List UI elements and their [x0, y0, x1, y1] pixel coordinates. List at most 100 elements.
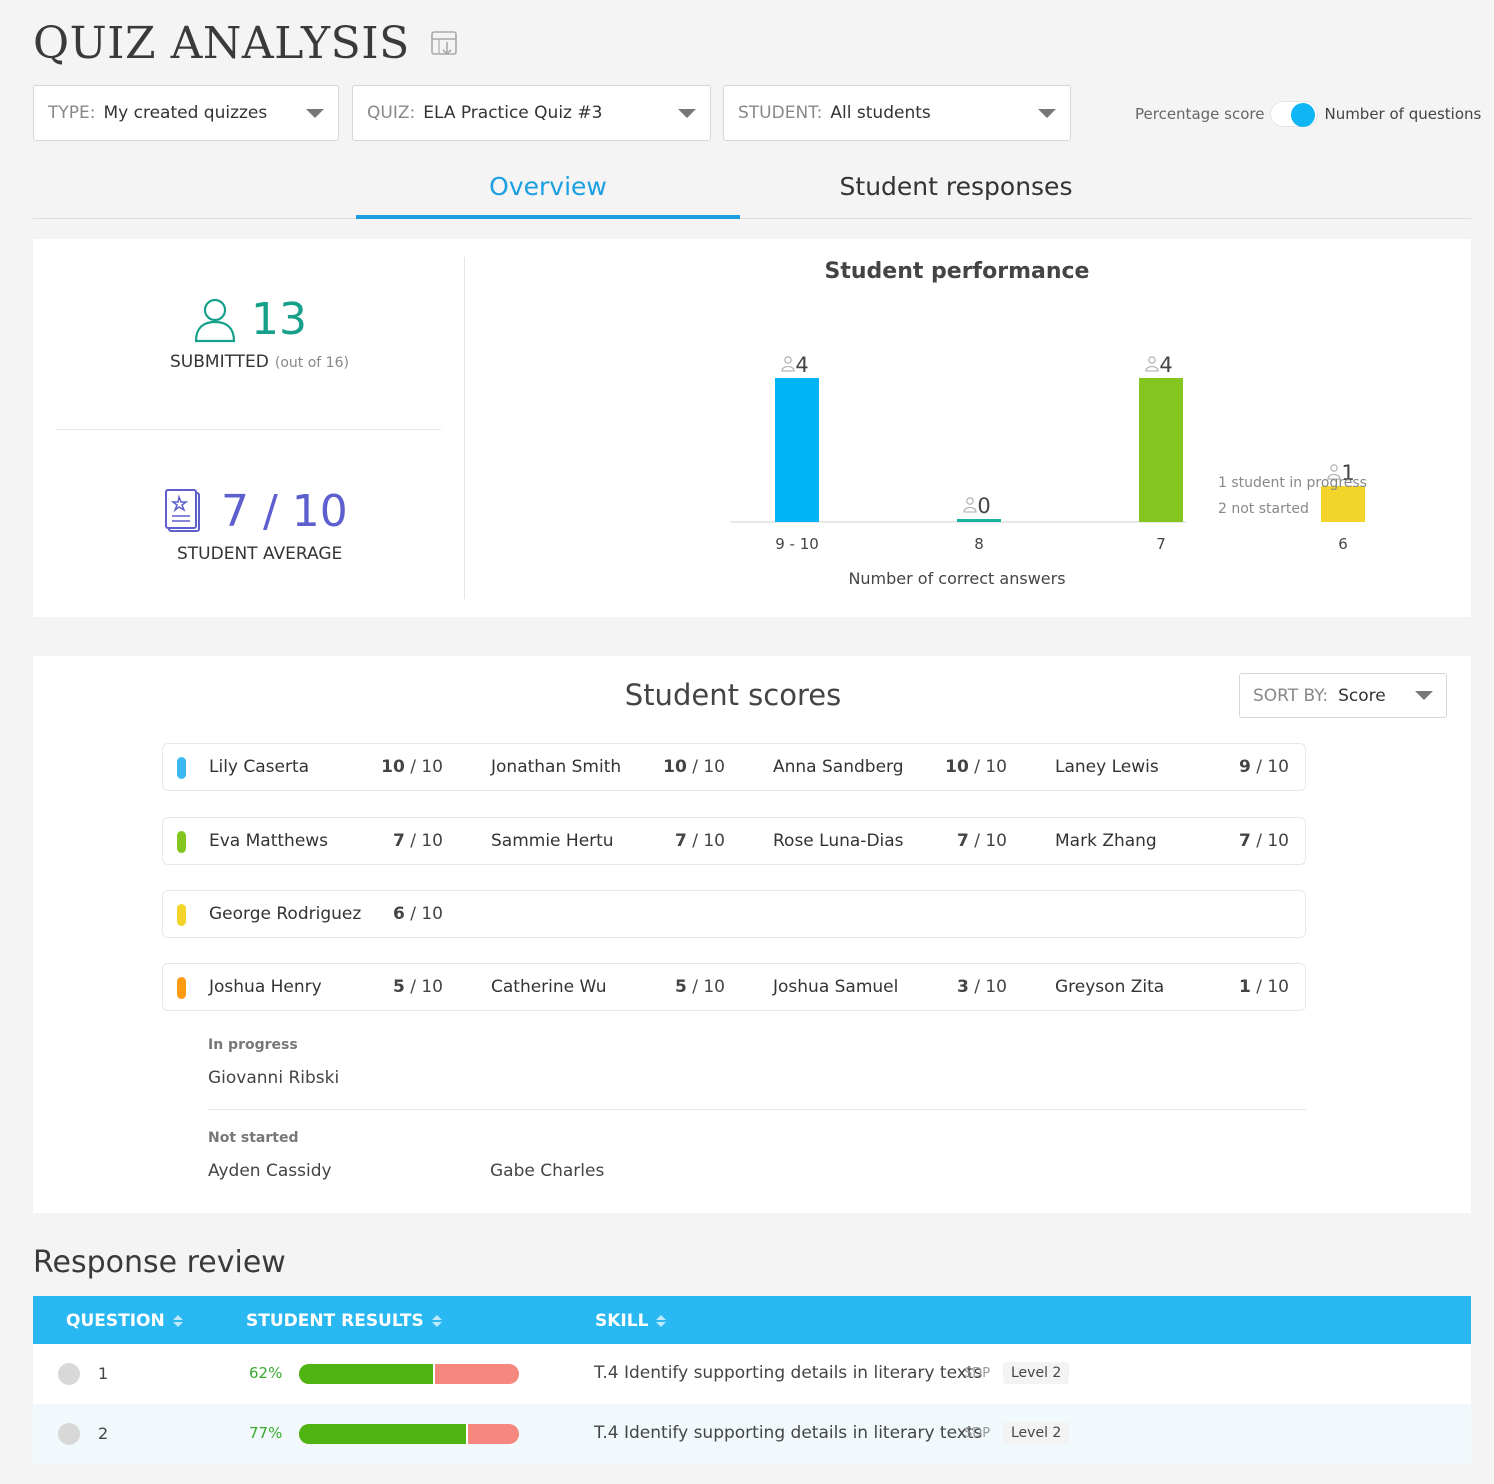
- score-row: Lily Caserta 10 / 10 Jonathan Smith 10 / 10…: [162, 743, 1306, 791]
- student-name[interactable]: Joshua Samuel: [773, 977, 899, 997]
- student-name[interactable]: Joshua Henry: [209, 977, 322, 997]
- student-score: 1 / 10: [1219, 977, 1289, 997]
- type-filter-value: My created quizzes: [103, 103, 268, 123]
- tab-student-responses[interactable]: Student responses: [839, 172, 1073, 201]
- average-label: STUDENT AVERAGE: [177, 544, 343, 564]
- x-axis-label: Number of correct answers: [848, 569, 1065, 588]
- score-total: / 10: [404, 757, 443, 777]
- column-skill[interactable]: SKILL: [595, 1311, 667, 1331]
- score-value: 1: [1238, 977, 1251, 997]
- student-name[interactable]: Lily Caserta: [209, 757, 310, 777]
- student-score: 9 / 10: [1219, 757, 1289, 777]
- column-student-results[interactable]: STUDENT RESULTS: [246, 1311, 442, 1331]
- score-band-color: [177, 831, 186, 853]
- submitted-label-row: SUBMITTED (out of 16): [170, 352, 349, 372]
- student-name[interactable]: Catherine Wu: [491, 977, 607, 997]
- score-row: George Rodriguez 6 / 10: [162, 890, 1306, 938]
- student-name[interactable]: Greyson Zita: [1055, 977, 1165, 997]
- level-badge: Level 2: [1003, 1362, 1070, 1384]
- table-row[interactable]: 2 77% T.4 Identify supporting details in l…: [33, 1404, 1471, 1464]
- type-filter-label: TYPE:: [48, 103, 96, 123]
- question-preview-icon[interactable]: [58, 1363, 80, 1385]
- score-band-color: [177, 757, 186, 779]
- divider: [464, 257, 465, 599]
- review-table-header: QUESTION STUDENT RESULTS SKILL: [33, 1296, 1471, 1344]
- student-name[interactable]: Eva Matthews: [209, 831, 329, 851]
- score-total: / 10: [404, 831, 443, 851]
- bar[interactable]: [1321, 486, 1365, 522]
- chart-title: Student performance: [824, 259, 1090, 284]
- score-value: 7: [392, 831, 405, 851]
- student-filter-dropdown[interactable]: STUDENT: All students: [723, 85, 1071, 141]
- score-mode-switch[interactable]: [1270, 101, 1319, 127]
- title-row: QUIZ ANALYSIS: [33, 18, 460, 69]
- type-filter-dropdown[interactable]: TYPE: My created quizzes: [33, 85, 339, 141]
- question-number: 1: [98, 1364, 109, 1383]
- score-total: / 10: [968, 831, 1007, 851]
- student-name[interactable]: Jonathan Smith: [491, 757, 622, 777]
- score-value: 7: [1238, 831, 1251, 851]
- student-name[interactable]: George Rodriguez: [209, 904, 362, 924]
- chevron-down-icon: [678, 108, 696, 118]
- score-total: / 10: [968, 977, 1007, 997]
- sort-icon: [172, 1315, 183, 1327]
- student-name[interactable]: Laney Lewis: [1055, 757, 1159, 777]
- chevron-down-icon: [1415, 691, 1433, 700]
- student-count-icon: [963, 497, 977, 513]
- sort-icon: [656, 1315, 667, 1327]
- page-title: QUIZ ANALYSIS: [33, 18, 410, 69]
- number-of-questions-label[interactable]: Number of questions: [1324, 105, 1482, 123]
- student-name[interactable]: Rose Luna-Dias: [773, 831, 904, 851]
- average-stat: 7 / 10: [165, 486, 348, 537]
- not-started-student[interactable]: Gabe Charles: [490, 1161, 605, 1181]
- score-row: Eva Matthews 7 / 10 Sammie Hertu 7 / 10 Rose…: [162, 817, 1306, 865]
- quiz-filter-dropdown[interactable]: QUIZ: ELA Practice Quiz #3: [352, 85, 711, 141]
- score-value: 5: [674, 977, 687, 997]
- score-total: / 10: [1250, 977, 1289, 997]
- result-percent: 77%: [249, 1424, 283, 1442]
- not-started-note: 2 not started: [1218, 501, 1309, 517]
- student-icon: [194, 298, 236, 342]
- result-bar-fill: [299, 1424, 469, 1444]
- student-name[interactable]: Sammie Hertu: [491, 831, 614, 851]
- score-band-color: [177, 904, 186, 926]
- not-started-student[interactable]: Ayden Cassidy: [208, 1161, 332, 1181]
- level-badge: Level 2: [1003, 1422, 1070, 1444]
- switch-knob: [1291, 103, 1316, 127]
- bar[interactable]: [775, 378, 819, 522]
- student-performance-chart: 49 - 1008471640 - 5Number of correct ans…: [730, 353, 1365, 588]
- download-report-icon[interactable]: [430, 29, 460, 59]
- divider: [208, 1109, 1306, 1110]
- score-band-color: [177, 977, 186, 999]
- bar[interactable]: [957, 519, 1001, 522]
- x-tick-label: 6: [1338, 535, 1348, 553]
- sort-by-value: Score: [1338, 685, 1386, 706]
- bar-data-label: 0: [977, 494, 990, 518]
- skill-tag: SDP: [964, 1366, 991, 1381]
- score-total: / 10: [686, 757, 725, 777]
- student-name[interactable]: Anna Sandberg: [773, 757, 904, 777]
- score-total: / 10: [404, 977, 443, 997]
- skill-name[interactable]: T.4 Identify supporting details in liter…: [594, 1423, 983, 1443]
- report-star-icon: [165, 488, 200, 532]
- quiz-filter-value: ELA Practice Quiz #3: [423, 103, 603, 123]
- student-count-icon: [781, 356, 795, 372]
- student-score: 3 / 10: [937, 977, 1007, 997]
- score-value: 9: [1238, 757, 1251, 777]
- percentage-score-label[interactable]: Percentage score: [1135, 105, 1265, 123]
- sort-by-dropdown[interactable]: SORT BY: Score: [1239, 673, 1447, 718]
- bar[interactable]: [1139, 378, 1183, 522]
- chevron-down-icon: [306, 108, 324, 118]
- in-progress-label: In progress: [208, 1037, 298, 1053]
- in-progress-student[interactable]: Giovanni Ribski: [208, 1068, 340, 1088]
- skill-name[interactable]: T.4 Identify supporting details in liter…: [594, 1363, 983, 1383]
- student-name[interactable]: Mark Zhang: [1055, 831, 1157, 851]
- chevron-down-icon: [1038, 108, 1056, 118]
- table-row[interactable]: 1 62% T.4 Identify supporting details in l…: [33, 1344, 1471, 1404]
- question-preview-icon[interactable]: [58, 1423, 80, 1445]
- submitted-out-of: (out of 16): [274, 355, 349, 371]
- tab-overview[interactable]: Overview: [356, 165, 740, 219]
- column-question[interactable]: QUESTION: [66, 1311, 183, 1331]
- score-total: / 10: [686, 977, 725, 997]
- score-value: 6: [392, 904, 405, 924]
